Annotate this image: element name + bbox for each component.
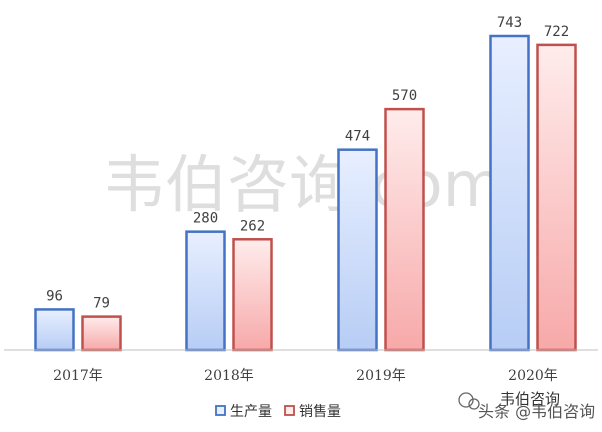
watermark-center: 韦伯咨询.com [103,148,503,221]
bar-sales-3 [536,43,577,352]
legend: 生产量 销售量 [215,404,341,420]
bar-production-2 [337,148,378,352]
data-label-production-2: 474 [345,129,370,145]
legend-label-production: 生产量 [230,404,272,420]
legend-label-sales: 销售量 [299,404,341,420]
data-label-production-1: 280 [193,211,218,227]
data-label-sales-3: 722 [544,24,569,40]
bars-group: 96 79 280 262 474 570 743 722 [34,15,577,352]
legend-swatch-production [215,405,226,416]
corner-watermark-title: 韦伯咨询 [500,390,560,408]
x-tick-label-0: 2017年 [53,368,103,384]
corner-watermark-credit: 头条 @韦伯咨询 [478,402,595,421]
bar-sales-0 [81,315,122,352]
corner-watermark: 韦伯咨询 头条 @韦伯咨询 [458,390,595,421]
data-label-sales-0: 79 [93,296,110,312]
x-tick-label-3: 2020年 [508,368,558,384]
x-tick-labels: 2017年 2018年 2019年 2020年 [53,368,558,384]
wechat-icon [458,392,474,408]
bar-production-3 [489,34,530,352]
wechat-icon-inner [468,398,480,410]
bar-sales-1 [232,238,273,352]
x-tick-label-2: 2019年 [356,368,406,384]
legend-swatch-sales [284,405,295,416]
x-tick-label-1: 2018年 [204,368,254,384]
bar-production-1 [185,230,226,352]
bar-production-0 [34,308,75,352]
data-label-production-3: 743 [497,15,522,31]
data-label-sales-2: 570 [392,88,417,104]
data-label-production-0: 96 [46,288,63,304]
bar-sales-2 [384,107,425,352]
data-label-sales-1: 262 [240,218,265,234]
